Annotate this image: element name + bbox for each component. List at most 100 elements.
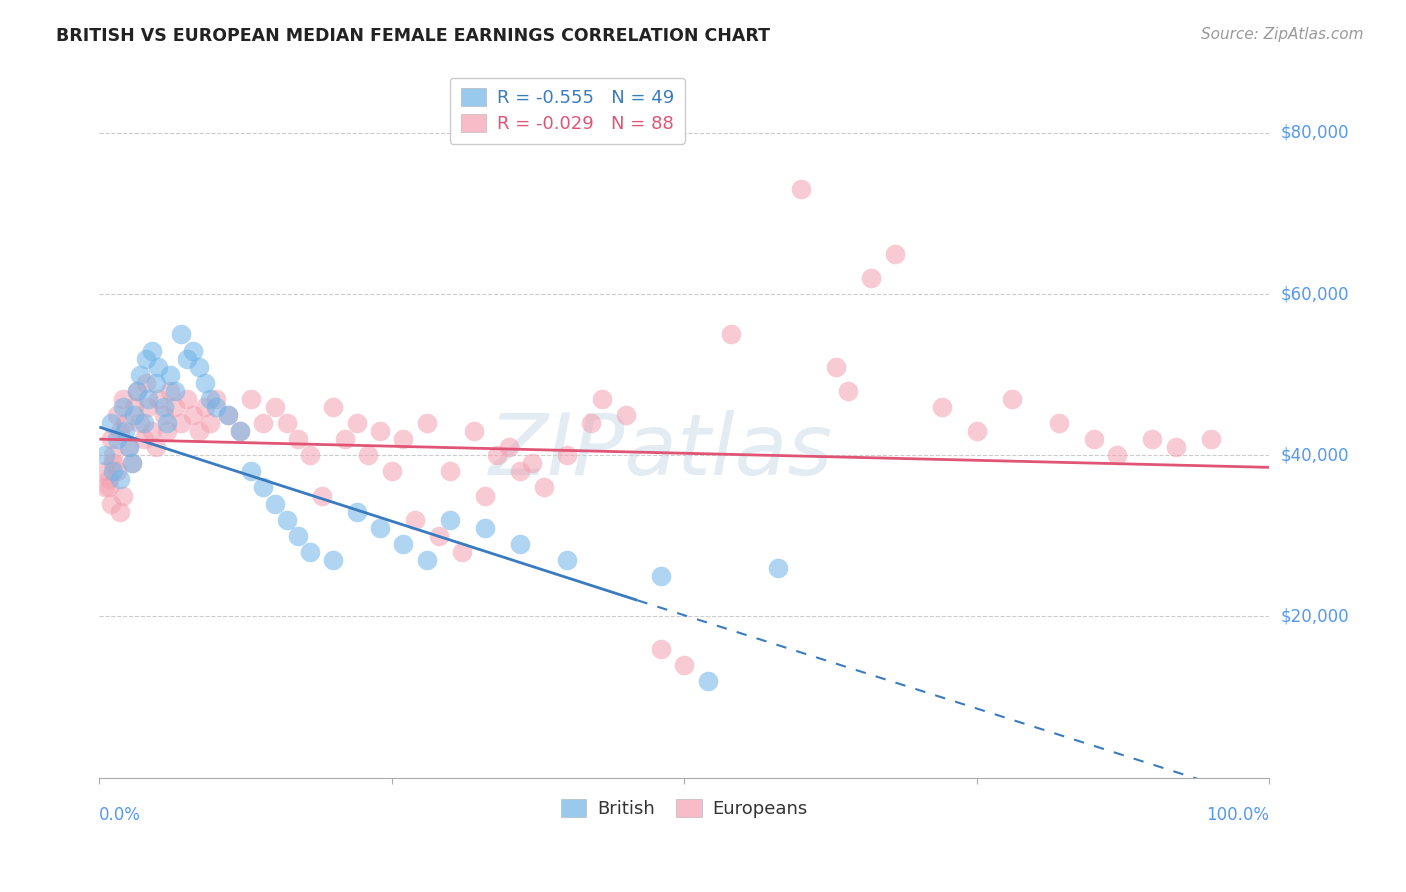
Point bbox=[217, 408, 239, 422]
Point bbox=[287, 529, 309, 543]
Point bbox=[217, 408, 239, 422]
Point bbox=[346, 416, 368, 430]
Point bbox=[159, 384, 181, 398]
Point bbox=[276, 416, 298, 430]
Point bbox=[229, 424, 252, 438]
Point bbox=[181, 343, 204, 358]
Point bbox=[146, 392, 169, 406]
Point bbox=[486, 448, 509, 462]
Point bbox=[94, 481, 117, 495]
Point bbox=[650, 641, 672, 656]
Point bbox=[170, 416, 193, 430]
Point bbox=[1140, 432, 1163, 446]
Point bbox=[103, 448, 125, 462]
Point bbox=[110, 424, 132, 438]
Text: 0.0%: 0.0% bbox=[100, 806, 141, 824]
Point bbox=[298, 448, 321, 462]
Point bbox=[181, 408, 204, 422]
Point bbox=[156, 416, 179, 430]
Point bbox=[837, 384, 859, 398]
Point bbox=[176, 392, 198, 406]
Point bbox=[152, 408, 174, 422]
Point bbox=[141, 343, 163, 358]
Point bbox=[110, 505, 132, 519]
Point bbox=[200, 416, 222, 430]
Point bbox=[1001, 392, 1024, 406]
Point bbox=[790, 182, 813, 196]
Point bbox=[252, 416, 274, 430]
Point bbox=[110, 472, 132, 486]
Point bbox=[105, 408, 128, 422]
Point bbox=[416, 416, 439, 430]
Point bbox=[187, 424, 209, 438]
Point bbox=[138, 392, 160, 406]
Point bbox=[121, 456, 143, 470]
Point bbox=[614, 408, 637, 422]
Point bbox=[100, 497, 122, 511]
Point bbox=[346, 505, 368, 519]
Point bbox=[229, 424, 252, 438]
Text: ZIPatlas: ZIPatlas bbox=[489, 410, 832, 493]
Point bbox=[392, 537, 415, 551]
Point bbox=[474, 521, 496, 535]
Text: BRITISH VS EUROPEAN MEDIAN FEMALE EARNINGS CORRELATION CHART: BRITISH VS EUROPEAN MEDIAN FEMALE EARNIN… bbox=[56, 27, 770, 45]
Point bbox=[124, 400, 146, 414]
Point bbox=[94, 464, 117, 478]
Point bbox=[156, 424, 179, 438]
Point bbox=[252, 481, 274, 495]
Point bbox=[439, 464, 461, 478]
Point bbox=[509, 464, 531, 478]
Point bbox=[111, 489, 134, 503]
Point bbox=[1047, 416, 1070, 430]
Point bbox=[176, 351, 198, 366]
Point bbox=[591, 392, 613, 406]
Point bbox=[103, 464, 125, 478]
Point bbox=[1164, 440, 1187, 454]
Point bbox=[696, 673, 718, 688]
Point bbox=[368, 521, 391, 535]
Point bbox=[200, 392, 222, 406]
Point bbox=[263, 497, 285, 511]
Point bbox=[145, 376, 167, 390]
Text: 100.0%: 100.0% bbox=[1206, 806, 1270, 824]
Point bbox=[298, 545, 321, 559]
Point bbox=[125, 384, 148, 398]
Point bbox=[463, 424, 485, 438]
Text: $60,000: $60,000 bbox=[1281, 285, 1348, 303]
Point bbox=[509, 537, 531, 551]
Point bbox=[105, 432, 128, 446]
Point bbox=[121, 456, 143, 470]
Point bbox=[498, 440, 520, 454]
Point bbox=[931, 400, 953, 414]
Point bbox=[194, 400, 217, 414]
Point bbox=[165, 384, 187, 398]
Point bbox=[97, 472, 120, 486]
Point bbox=[97, 481, 120, 495]
Point bbox=[129, 368, 152, 382]
Point bbox=[100, 432, 122, 446]
Point bbox=[159, 368, 181, 382]
Point bbox=[187, 359, 209, 374]
Point bbox=[276, 513, 298, 527]
Point bbox=[579, 416, 602, 430]
Point bbox=[860, 271, 883, 285]
Text: $80,000: $80,000 bbox=[1281, 124, 1348, 142]
Point bbox=[205, 392, 228, 406]
Point bbox=[555, 553, 578, 567]
Point bbox=[368, 424, 391, 438]
Point bbox=[650, 569, 672, 583]
Point bbox=[170, 327, 193, 342]
Point bbox=[287, 432, 309, 446]
Point bbox=[152, 400, 174, 414]
Point bbox=[439, 513, 461, 527]
Point bbox=[117, 440, 139, 454]
Point bbox=[125, 384, 148, 398]
Point bbox=[146, 359, 169, 374]
Point bbox=[322, 400, 344, 414]
Point bbox=[1105, 448, 1128, 462]
Point bbox=[451, 545, 474, 559]
Point bbox=[138, 400, 160, 414]
Point bbox=[263, 400, 285, 414]
Point bbox=[404, 513, 426, 527]
Point bbox=[114, 424, 136, 438]
